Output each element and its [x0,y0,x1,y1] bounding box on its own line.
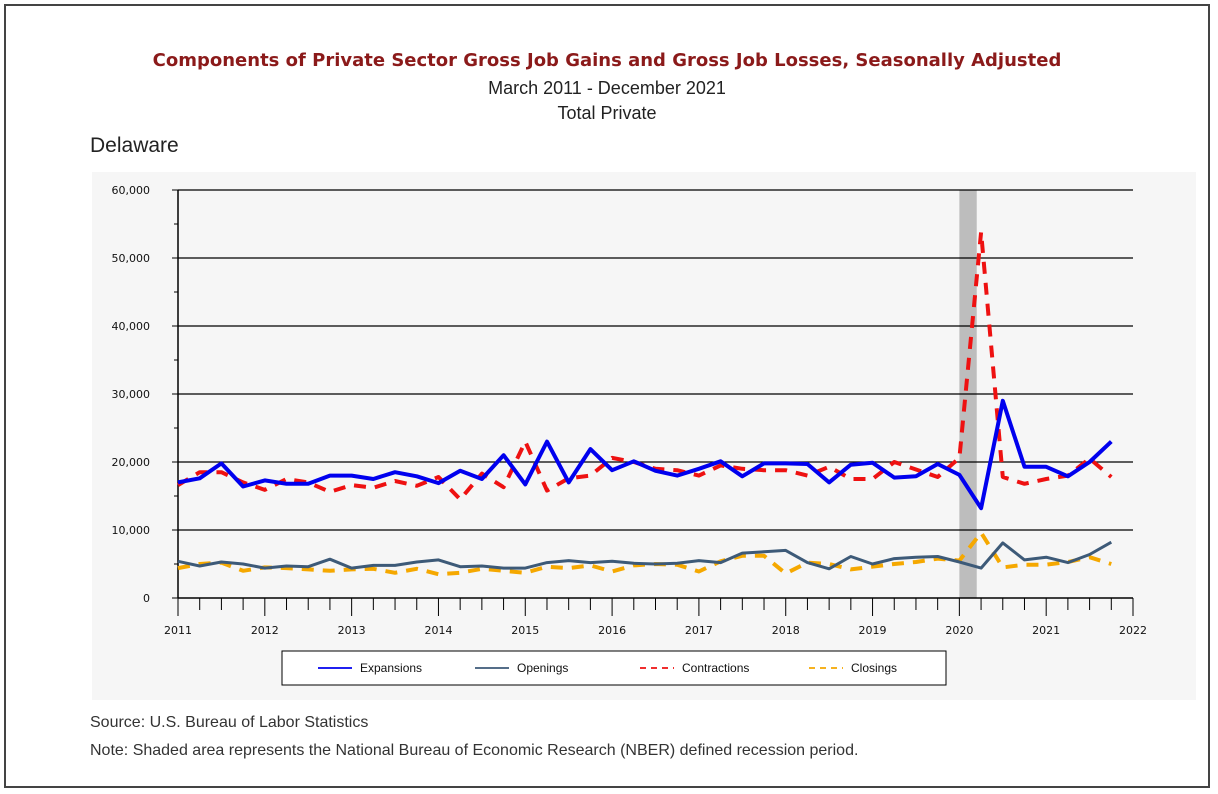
legend-label-contractions: Contractions [682,661,749,675]
x-tick-label: 2017 [685,624,713,637]
expansions-line [177,398,1113,511]
x-tick-label: 2013 [338,624,366,637]
x-tick-label: 2015 [511,624,539,637]
x-tick-label: 2016 [598,624,626,637]
chart-subtitle-sector: Total Private [557,103,657,123]
x-tick-label: 2021 [1032,624,1060,637]
legend-label-openings: Openings [517,661,568,675]
x-tick-label: 2011 [164,624,192,637]
openings-line [177,540,1113,571]
source-note: Source: U.S. Bureau of Labor Statistics [90,714,369,731]
chart-subtitle-date-range: March 2011 - December 2021 [488,78,726,98]
x-tick-label: 2020 [945,624,973,637]
y-tick-label: 20,000 [112,456,151,469]
y-tick-label: 40,000 [112,320,151,333]
y-tick-label: 30,000 [112,388,151,401]
legend-label-expansions: Expansions [360,661,422,675]
x-tick-label: 2014 [424,624,452,637]
y-tick-label: 50,000 [112,252,151,265]
y-tick-label: 10,000 [112,524,151,537]
x-tick-label: 2019 [859,624,887,637]
x-tick-label: 2022 [1119,624,1147,637]
recession-note: Note: Shaded area represents the Nationa… [90,742,859,759]
y-tick-label: 60,000 [112,184,151,197]
chart-frame: Components of Private Sector Gross Job G… [4,4,1210,788]
x-tick-label: 2012 [251,624,279,637]
region-label: Delaware [90,134,179,157]
y-tick-label: 0 [143,592,150,605]
x-tick-label: 2018 [772,624,800,637]
chart-title: Components of Private Sector Gross Job G… [152,50,1062,71]
contractions-line [176,230,1113,502]
plot-background [92,172,1196,700]
legend-label-closings: Closings [851,661,897,675]
